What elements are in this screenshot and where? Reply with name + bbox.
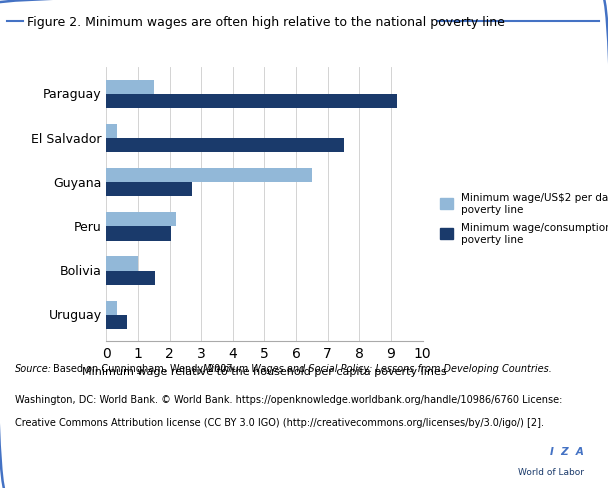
Bar [106,125,117,139]
Bar [106,227,171,241]
Bar [106,95,397,109]
Bar [106,183,192,197]
Text: Washington, DC: World Bank. © World Bank. https://openknowledge.worldbank.org/ha: Washington, DC: World Bank. © World Bank… [15,394,562,404]
Text: Based on Cunningham, Wendy. 2007.: Based on Cunningham, Wendy. 2007. [53,364,239,373]
Bar [106,139,344,153]
Text: World of Labor: World of Labor [517,467,584,476]
Bar [106,257,138,271]
Text: I  Z  A: I Z A [550,447,584,456]
Text: Creative Commons Attribution license (CC BY 3.0 IGO) (http://creativecommons.org: Creative Commons Attribution license (CC… [15,417,544,427]
Text: Source:: Source: [15,364,52,373]
Bar [106,213,176,227]
Bar [106,271,156,285]
Bar [106,81,154,95]
X-axis label: Minimum wage relative to the household per capita poverty lines: Minimum wage relative to the household p… [82,366,447,376]
Bar [106,301,117,315]
Bar [106,169,312,183]
Legend: Minimum wage/US$2 per day
poverty line, Minimum wage/consumption basket
poverty : Minimum wage/US$2 per day poverty line, … [440,193,608,244]
Bar [106,315,127,329]
Text: Minimum Wages and Social Policy: Lessons from Developing Countries.: Minimum Wages and Social Policy: Lessons… [203,364,552,373]
Text: Figure 2. Minimum wages are often high relative to the national poverty line: Figure 2. Minimum wages are often high r… [27,16,505,28]
